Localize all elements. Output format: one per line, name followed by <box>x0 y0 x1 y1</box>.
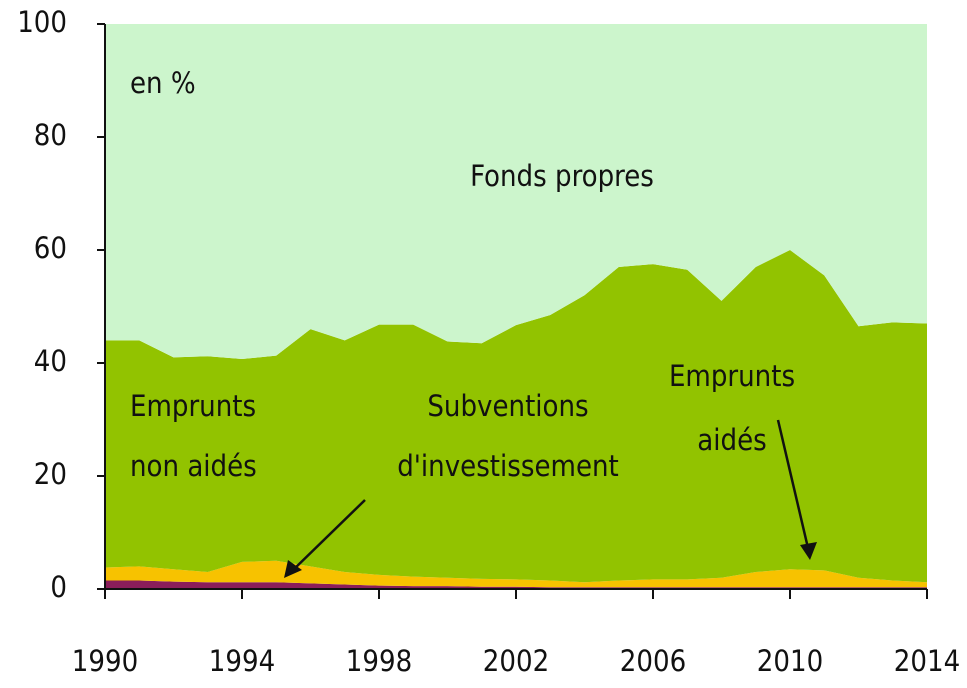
annotation: en % <box>130 66 196 100</box>
area <box>105 250 927 583</box>
area <box>105 24 927 360</box>
x-tick-label: 1994 <box>209 644 275 678</box>
y-tick-label: 40 <box>34 344 67 378</box>
x-tick-label: 2002 <box>483 644 549 678</box>
area <box>105 580 927 589</box>
x-tick-label: 2014 <box>894 644 960 678</box>
annotation: Emprunts <box>130 389 256 423</box>
y-tick-label: 100 <box>17 5 67 39</box>
annotation: non aidés <box>130 449 257 483</box>
annotation: Fonds propres <box>470 159 654 193</box>
arrow <box>776 419 810 549</box>
y-tick-label: 80 <box>34 118 67 152</box>
x-tick-label: 2010 <box>757 644 823 678</box>
arrow <box>291 499 366 572</box>
annotation: Subventions <box>427 389 588 423</box>
x-tick-label: 2006 <box>620 644 686 678</box>
arrow-head <box>800 542 817 560</box>
areas <box>105 24 927 589</box>
annotation: d'investissement <box>397 449 619 483</box>
x-tick-label: 1990 <box>72 644 138 678</box>
area <box>105 560 927 588</box>
y-tick-label: 20 <box>34 457 67 491</box>
y-tick-label: 60 <box>34 231 67 265</box>
y-tick-label: 0 <box>50 570 67 604</box>
arrow-head <box>284 560 302 578</box>
x-tick-label: 1998 <box>346 644 412 678</box>
annotation: aidés <box>697 423 766 457</box>
annotation: Emprunts <box>669 359 795 393</box>
